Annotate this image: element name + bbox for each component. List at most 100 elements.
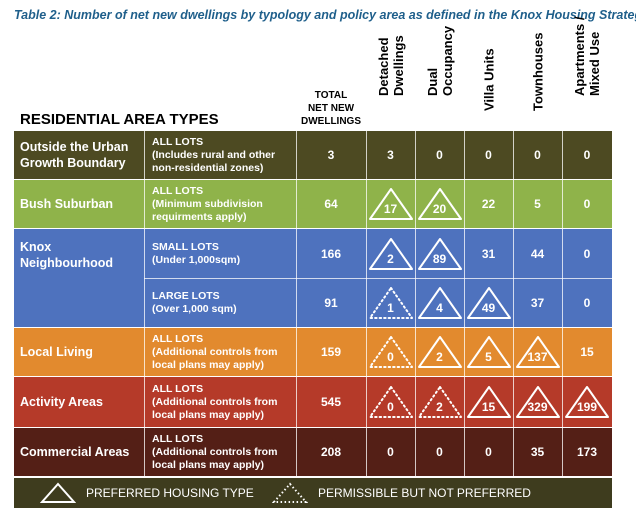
column-divider [296,180,297,228]
total-cell: 64 [324,197,338,211]
tri-value: 2 [387,251,394,266]
desc-line1: ALL LOTS [152,332,204,345]
row-outside-urban-growth-boundary: Outside the Urban Growth Boundary ALL LO… [14,131,612,179]
value-cell: 5 [464,328,513,376]
column-divider [464,180,465,228]
tri-value: 1 [387,301,394,315]
total-heading-line1: TOTAL [314,90,348,101]
tri-value: 0 [387,350,394,364]
desc-line2: (Additional controls from [152,445,278,458]
column-divider [415,131,416,179]
total-cell: 208 [320,445,342,459]
column-divider [366,131,367,179]
desc-line3: local plans may apply) [152,458,265,471]
value-cell: 137 [513,328,562,376]
desc-line2: (Over 1,000 sqm) [152,303,237,315]
column-divider [415,180,416,228]
total-heading-line3: DWELLINGS [301,116,361,127]
column-divider [366,180,367,228]
column-divider [464,377,465,427]
column-heading-line2: Dwellings [391,35,406,96]
legend-preferred: PREFERRED HOUSING TYPE [40,478,254,508]
row-description: ALL LOTS (Minimum subdivision requirments … [152,180,296,228]
value-cell: 0 [583,246,591,261]
value-cell: 37 [530,296,545,310]
total-cell: 91 [324,296,338,310]
column-heading-apartments: Apartments / Mixed Use [562,17,612,126]
column-heading-line2: Mixed Use [587,31,602,96]
value-cell: 0 [366,377,415,427]
row-description: ALL LOTS (Includes rural and other non-res… [152,131,296,179]
desc-line1: LARGE LOTS [152,290,220,302]
column-divider [464,428,465,476]
value-cell: 0 [436,148,443,162]
column-heading-townhouses: Townhouses [513,32,563,126]
value-cell: 329 [513,377,562,427]
value-cell: 2 [415,328,464,376]
total-cell: 3 [327,148,335,162]
desc-line1: ALL LOTS [152,135,204,148]
column-divider [144,377,145,427]
column-divider [296,229,297,327]
value-cell: 0 [583,148,591,162]
row-description: ALL LOTS (Additional controls from local p… [152,428,296,476]
preferred-triangle-icon: 4 [417,286,463,320]
column-heading-detached: Detached Dwellings [366,32,416,126]
row-bush-suburban: Bush Suburban ALL LOTS (Minimum subdivisi… [14,180,612,228]
permissible-triangle-icon [272,482,308,503]
row-description: ALL LOTS (Additional controls from local p… [152,377,296,427]
column-heading-line1: Detached [376,37,391,96]
table-header: RESIDENTIAL AREA TYPES TOTAL NET NEW DWE… [14,17,612,130]
legend-permissible-label: PERMISSIBLE BUT NOT PREFERRED [318,486,531,500]
preferred-triangle-icon: 329 [515,385,561,419]
table-caption: Table 2: Number of net new dwellings by … [14,8,636,22]
residential-area-types-heading: RESIDENTIAL AREA TYPES [20,111,219,128]
row-activity-areas: Activity Areas ALL LOTS (Additional contr… [14,377,612,427]
row-name: Outside the Urban Growth Boundary [20,140,129,170]
preferred-triangle-icon: 49 [466,286,512,320]
permissible-triangle-icon: 0 [368,335,414,369]
desc-line3: non-residential zones) [152,161,264,174]
column-divider [144,180,145,228]
desc-line2: (Includes rural and other [152,148,276,161]
value-cell: 5 [534,197,541,211]
tri-value: 0 [387,400,394,414]
column-divider [464,229,465,327]
desc-line1: ALL LOTS [152,382,204,395]
column-divider [562,428,563,476]
preferred-triangle-icon [40,482,76,503]
value-cell: 2 [415,377,464,427]
tri-value: 2 [436,400,443,414]
tri-value: 329 [527,400,548,414]
preferred-triangle-icon: 2 [417,335,463,369]
column-divider [296,428,297,476]
desc-line1: ALL LOTS [152,432,204,445]
desc-line2: (Minimum subdivision [152,197,263,210]
row-local-living: Local Living ALL LOTS (Additional control… [14,328,612,376]
column-divider [464,131,465,179]
value-cell: 0 [387,445,394,459]
column-divider [366,428,367,476]
column-heading-line1: Apartments / [572,16,587,96]
value-cell: 4 [415,279,464,327]
tri-value: 4 [436,301,443,315]
column-heading-line1: Dual [425,67,440,96]
column-heading-villa-units: Villa Units [464,32,514,126]
desc-line3: local plans may apply) [152,358,265,371]
value-cell: 199 [562,377,612,427]
column-divider [562,180,563,228]
desc-line3: requirments apply) [152,210,247,223]
permissible-triangle-icon: 0 [368,385,414,419]
column-divider [296,377,297,427]
tri-value: 17 [383,202,398,216]
row-name: Knox Neighbourhood [20,240,114,270]
column-divider [415,328,416,376]
column-divider [415,377,416,427]
row-name: Local Living [20,345,93,359]
total-cell: 166 [320,246,342,261]
column-divider [513,180,514,228]
desc-line2: (Under 1,000sqm) [152,253,241,266]
row-commercial-areas: Commercial Areas ALL LOTS (Additional con… [14,428,612,476]
column-divider [562,328,563,376]
column-divider [144,428,145,476]
